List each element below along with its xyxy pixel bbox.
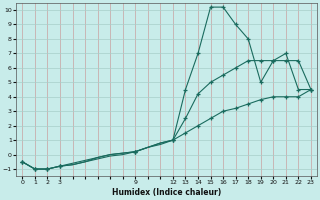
X-axis label: Humidex (Indice chaleur): Humidex (Indice chaleur)	[112, 188, 221, 197]
